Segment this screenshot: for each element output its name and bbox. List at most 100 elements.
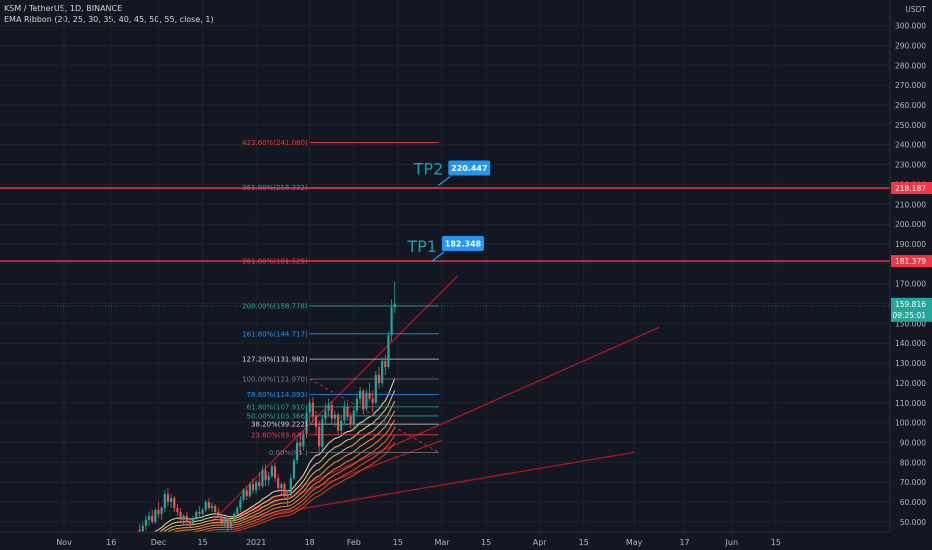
- candle-body: [138, 529, 141, 532]
- ema-ribbon-line: [158, 390, 396, 532]
- candle-body: [277, 478, 280, 489]
- price-tick-label: 260.000: [895, 101, 926, 110]
- candle-body: [280, 484, 283, 489]
- ema-ribbon-line: [171, 419, 396, 532]
- candle-body: [210, 505, 214, 508]
- fib-level-label: 423.60%(241.080): [242, 139, 308, 147]
- candle-body: [377, 374, 381, 383]
- candle-body: [321, 418, 324, 447]
- candle-body: [267, 476, 270, 481]
- candle-body: [144, 519, 147, 526]
- candle-body: [355, 398, 359, 411]
- candle-body: [179, 511, 182, 520]
- candle-body: [305, 412, 308, 435]
- target-callout-box: [442, 235, 484, 251]
- fib-level-label: 127.20%(131.982): [242, 356, 308, 364]
- target-callout-box: [448, 160, 491, 176]
- price-marker-label: 218.187: [895, 184, 926, 193]
- candle-body: [264, 470, 267, 481]
- target-callout-pointer: [437, 175, 451, 187]
- price-tick-label: 50.000: [900, 518, 926, 527]
- candle-body: [201, 509, 204, 514]
- candle-body: [362, 390, 365, 409]
- target-callout-text: 182.348: [445, 239, 482, 248]
- candle-body: [147, 515, 151, 520]
- price-tick-label: 270.000: [895, 81, 926, 90]
- candle-body: [324, 410, 327, 419]
- fib-level-label: 200.00%(158.778): [242, 302, 308, 310]
- price-tick-label: 110.000: [895, 399, 926, 408]
- time-tick-label: 15: [393, 538, 403, 547]
- time-tick-label: 15: [481, 538, 491, 547]
- price-marker-bg: [891, 255, 932, 268]
- price-tick-label: 210.000: [895, 200, 926, 209]
- candle-body: [336, 414, 340, 431]
- candle-body: [273, 466, 277, 479]
- indicator-title[interactable]: EMA Ribbon (20, 25, 30, 35, 40, 45, 50, …: [4, 15, 214, 24]
- price-tick-label: 300.000: [895, 22, 926, 31]
- candle-body: [141, 525, 144, 532]
- symbol-title[interactable]: KSM / TetherUS, 1D, BINANCE: [4, 4, 123, 13]
- ema-ribbon-line: [184, 427, 396, 532]
- candle-body: [166, 494, 170, 502]
- currency-label: USDT: [905, 5, 926, 14]
- fib-level-label: 161.80%(144.717): [242, 330, 308, 338]
- candle-body: [368, 392, 371, 399]
- candle-body: [239, 500, 242, 508]
- candle-body: [151, 515, 154, 522]
- candle-body: [229, 519, 233, 528]
- time-tick-label: Jun: [725, 538, 739, 547]
- candle-body: [204, 502, 207, 510]
- fib-level-label: 261.80%(181.525): [242, 257, 308, 265]
- candle-body: [302, 434, 305, 447]
- candle-body: [157, 509, 160, 514]
- time-tick-label: 15: [771, 538, 781, 547]
- price-marker-label: 181.379: [895, 257, 926, 266]
- candle-body: [176, 507, 179, 512]
- trend-line: [211, 451, 635, 525]
- trend-line: [221, 439, 443, 523]
- price-tick-label: 60.000: [900, 498, 926, 507]
- candle-body: [163, 494, 166, 508]
- fib-level-label: 38.20%(99.222): [251, 421, 308, 429]
- candle-body: [283, 484, 286, 497]
- price-tick-label: 200.000: [895, 220, 926, 229]
- candle-body: [346, 406, 349, 417]
- candle-body: [330, 404, 333, 419]
- fib-level-label: 0.00%(85.): [269, 449, 308, 457]
- price-marker-bg: [891, 181, 932, 194]
- last-price-marker-bg: [891, 297, 932, 322]
- candle-body: [207, 502, 210, 508]
- price-tick-label: 150.000: [895, 319, 926, 328]
- last-price-label: 159.816: [895, 300, 926, 309]
- candle-body: [195, 511, 198, 518]
- candle-body: [170, 498, 173, 502]
- candle-body: [173, 498, 176, 508]
- candle-body: [236, 507, 239, 514]
- price-tick-label: 230.000: [895, 161, 926, 170]
- price-axis-bg: [890, 0, 932, 550]
- time-tick-label: Apr: [533, 538, 548, 547]
- candle-body: [289, 478, 292, 495]
- price-tick-label: 170.000: [895, 280, 926, 289]
- plot-area: [0, 0, 890, 532]
- ema-ribbon-line: [153, 378, 396, 532]
- time-tick-label: 15: [579, 538, 589, 547]
- candle-body: [308, 402, 311, 413]
- candle-body: [371, 398, 374, 403]
- trend-line: [221, 326, 660, 523]
- candle-body: [365, 392, 368, 409]
- candle-body: [390, 307, 393, 336]
- time-tick-label: Mar: [434, 538, 450, 547]
- time-tick-label: 18: [305, 538, 315, 547]
- candle-body: [261, 470, 264, 487]
- candle-body: [374, 374, 377, 403]
- fib-level-label: 361.80%(218.332): [242, 184, 308, 192]
- candle-body: [214, 505, 217, 512]
- candle-body: [314, 416, 318, 427]
- price-tick-label: 140.000: [895, 339, 926, 348]
- price-tick-label: 250.000: [895, 121, 926, 130]
- price-tick-label: 190.000: [895, 240, 926, 249]
- candle-body: [182, 515, 185, 520]
